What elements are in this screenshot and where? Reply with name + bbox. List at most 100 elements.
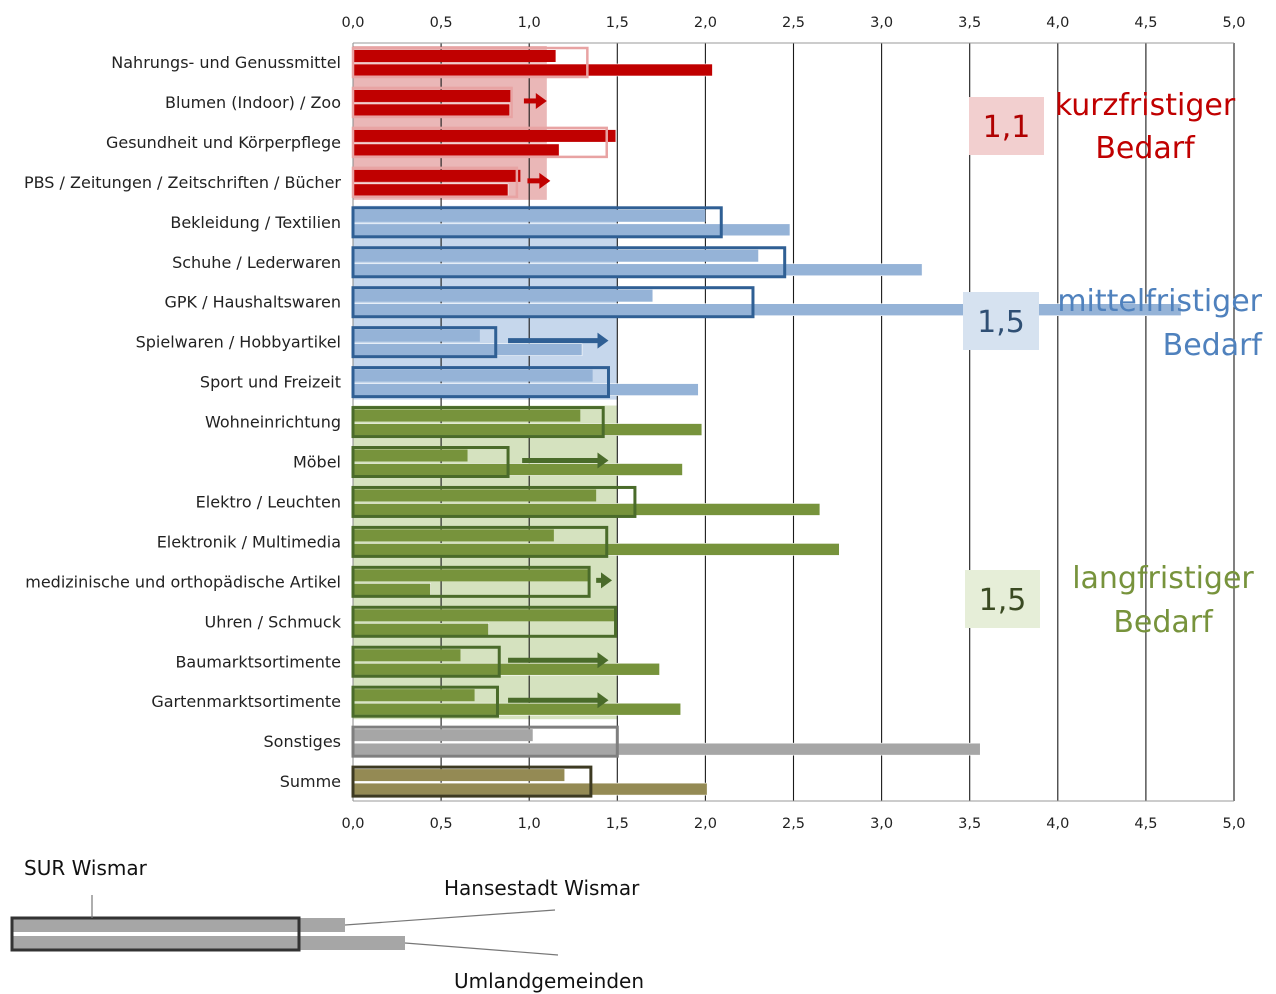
category-label: medizinische und orthopädische Artikel bbox=[25, 572, 341, 591]
bar-sur-outline bbox=[351, 126, 608, 159]
bar-hansestadt bbox=[353, 489, 597, 502]
bar-umland bbox=[352, 742, 981, 756]
category-label: Bekleidung / Textilien bbox=[170, 213, 341, 232]
x-tick-label-top: 5,0 bbox=[1222, 15, 1245, 31]
category-label: Schuhe / Lederwaren bbox=[172, 253, 341, 272]
bar-umland bbox=[352, 423, 703, 436]
bar-hansestadt bbox=[353, 449, 468, 462]
group-label-line2-short: Bedarf bbox=[1095, 131, 1196, 166]
category-label: Blumen (Indoor) / Zoo bbox=[165, 93, 341, 112]
category-label: Sonstiges bbox=[264, 732, 341, 751]
group-label-short: kurzfristiger bbox=[1055, 88, 1236, 123]
arrow-head bbox=[535, 92, 547, 109]
bar-hansestadt bbox=[353, 649, 461, 662]
bar-sur-outline bbox=[351, 725, 619, 758]
legend-leader-hansestadt bbox=[344, 909, 556, 926]
group-label-line2-long: Bedarf bbox=[1113, 605, 1214, 640]
category-label: Elektronik / Multimedia bbox=[157, 532, 341, 551]
bar-hansestadt bbox=[353, 50, 556, 62]
x-tick-label-bottom: 2,5 bbox=[782, 816, 805, 832]
group-average-value-mid: 1,5 bbox=[977, 305, 1025, 340]
bar-hansestadt bbox=[353, 609, 616, 622]
arrow-head bbox=[601, 572, 613, 589]
bar-sur-outline bbox=[351, 366, 610, 399]
bar-umland bbox=[352, 383, 699, 396]
arrow-head bbox=[597, 452, 609, 469]
bar-sur-outline bbox=[351, 446, 510, 478]
arrow-head bbox=[597, 652, 609, 669]
legend-label-sur: SUR Wismar bbox=[24, 856, 148, 880]
category-label: Elektro / Leuchten bbox=[196, 492, 341, 511]
bar-hansestadt bbox=[353, 329, 480, 342]
legend-leader-umland bbox=[404, 942, 559, 956]
category-label: Nahrungs- und Genussmittel bbox=[111, 53, 341, 72]
category-label: Spielwaren / Hobbyartikel bbox=[136, 333, 341, 352]
bar-hansestadt bbox=[353, 129, 616, 142]
bar-hansestadt bbox=[353, 769, 565, 782]
bar-sur-outline bbox=[351, 565, 591, 598]
bar-umland bbox=[352, 343, 583, 356]
bar-sur-outline bbox=[351, 246, 787, 279]
group-average-value-long: 1,5 bbox=[979, 583, 1027, 618]
legend-label-umland: Umlandgemeinden bbox=[454, 969, 644, 993]
group-average-box-short bbox=[969, 97, 1044, 155]
bar-sur-outline bbox=[351, 86, 513, 119]
bar-sur-outline bbox=[351, 485, 637, 518]
category-label: Gesundheit und Körperpflege bbox=[106, 133, 341, 152]
bar-sur-outline bbox=[351, 166, 519, 199]
category-label: Baumarktsortimente bbox=[175, 652, 341, 671]
x-tick-label-bottom: 1,5 bbox=[606, 816, 629, 832]
x-tick-label-bottom: 4,0 bbox=[1046, 816, 1069, 832]
category-label: Wohneinrichtung bbox=[205, 413, 341, 432]
category-label: Möbel bbox=[293, 453, 341, 472]
x-tick-label-top: 2,5 bbox=[782, 15, 805, 31]
group-average-box-mid bbox=[963, 292, 1039, 350]
bar-hansestadt bbox=[353, 289, 653, 302]
bar-hansestadt bbox=[353, 529, 554, 542]
legend: SUR Wismar Hansestadt Wismar Umlandgemeind… bbox=[10, 856, 644, 993]
bar-hansestadt bbox=[353, 89, 512, 102]
bar-umland bbox=[352, 662, 660, 676]
x-tick-label-top: 0,0 bbox=[341, 15, 364, 31]
x-tick-label-bottom: 5,0 bbox=[1222, 816, 1245, 832]
bar-hansestadt bbox=[353, 409, 581, 422]
x-tick-label-top: 1,5 bbox=[606, 15, 629, 31]
bar-hansestadt bbox=[353, 729, 533, 742]
bar-hansestadt bbox=[353, 689, 475, 702]
x-tick-label-top: 3,0 bbox=[870, 15, 893, 31]
arrow-head bbox=[539, 172, 551, 189]
bar-sur-outline bbox=[351, 326, 498, 359]
legend-bar-hansestadt bbox=[12, 918, 345, 932]
bar-sur-outline bbox=[351, 765, 593, 798]
bar-umland bbox=[352, 183, 509, 197]
category-label: Gartenmarktsortimente bbox=[151, 692, 341, 711]
bar-umland bbox=[352, 263, 923, 277]
arrow-head bbox=[597, 332, 609, 349]
bar-sur-outline bbox=[351, 645, 501, 678]
x-tick-label-bottom: 2,0 bbox=[694, 816, 717, 832]
x-tick-label-bottom: 4,5 bbox=[1134, 816, 1157, 832]
x-tick-label-bottom: 3,5 bbox=[958, 816, 981, 832]
legend-outline-sur bbox=[10, 916, 301, 952]
x-tick-label-top: 1,0 bbox=[518, 15, 541, 31]
category-label: PBS / Zeitungen / Zeitschriften / Bücher bbox=[24, 173, 341, 192]
bar-hansestadt bbox=[353, 209, 706, 222]
group-average-value-short: 1,1 bbox=[983, 110, 1031, 145]
arrow-head bbox=[597, 692, 609, 709]
x-tick-label-bottom: 0,5 bbox=[430, 816, 453, 832]
legend-label-hansestadt: Hansestadt Wismar bbox=[444, 876, 640, 900]
bar-hansestadt bbox=[353, 569, 590, 582]
category-label: Uhren / Schmuck bbox=[204, 612, 341, 631]
bar-umland bbox=[352, 103, 511, 117]
x-tick-label-top: 4,5 bbox=[1134, 15, 1157, 31]
bar-sur-outline bbox=[351, 685, 499, 718]
bar-umland bbox=[352, 63, 713, 77]
category-label: Sport und Freizeit bbox=[200, 373, 341, 392]
bar-sur-outline bbox=[351, 605, 618, 638]
bar-umland bbox=[352, 782, 708, 796]
category-label: Summe bbox=[280, 772, 341, 791]
bar-umland bbox=[352, 622, 489, 636]
bar-sur-outline bbox=[351, 286, 755, 319]
bar-sur-outline bbox=[351, 525, 609, 558]
